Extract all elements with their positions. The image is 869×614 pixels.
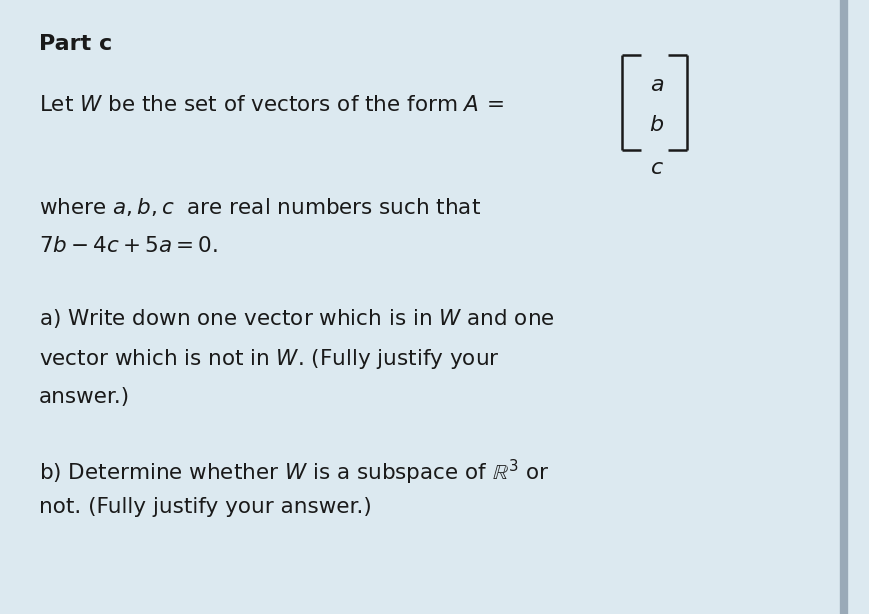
Text: $c$: $c$ bbox=[649, 158, 663, 178]
Text: vector which is not in $W$. (Fully justify your: vector which is not in $W$. (Fully justi… bbox=[39, 347, 499, 371]
Text: $b$: $b$ bbox=[648, 115, 664, 135]
Text: Part c: Part c bbox=[39, 34, 112, 54]
Text: b) Determine whether $W$ is a subspace of $\mathbb{R}^3$ or: b) Determine whether $W$ is a subspace o… bbox=[39, 457, 549, 487]
Text: $7b - 4c + 5a = 0.$: $7b - 4c + 5a = 0.$ bbox=[39, 236, 218, 257]
Text: a) Write down one vector which is in $W$ and one: a) Write down one vector which is in $W$… bbox=[39, 307, 554, 330]
Text: answer.): answer.) bbox=[39, 387, 130, 407]
Text: where $a, b, c$  are real numbers such that: where $a, b, c$ are real numbers such th… bbox=[39, 196, 481, 219]
Text: Let $W$ be the set of vectors of the form $A\,=$: Let $W$ be the set of vectors of the for… bbox=[39, 95, 504, 115]
Text: $a$: $a$ bbox=[649, 75, 663, 95]
Text: not. (Fully justify your answer.): not. (Fully justify your answer.) bbox=[39, 497, 371, 518]
